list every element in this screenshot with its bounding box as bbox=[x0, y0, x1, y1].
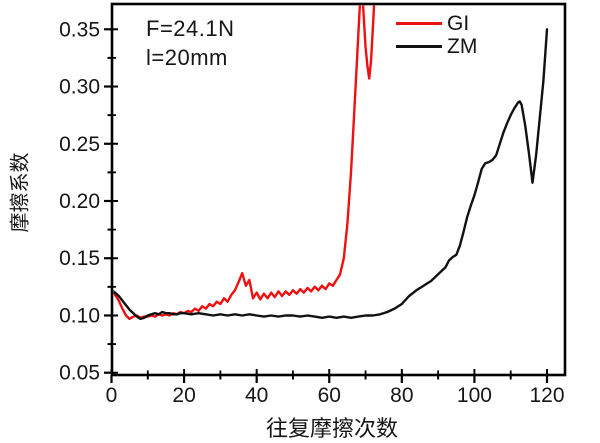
svg-text:120: 120 bbox=[529, 384, 564, 407]
annotation-force: F=24.1N bbox=[146, 16, 235, 41]
legend-label-gi: GI bbox=[447, 11, 470, 35]
annotation-stroke-length: l=20mm bbox=[146, 45, 228, 70]
legend: GI ZM bbox=[396, 12, 477, 58]
svg-text:0.30: 0.30 bbox=[59, 76, 100, 99]
y-axis-title: 摩擦系数 bbox=[9, 152, 32, 233]
annotation-block: F=24.1N l=20mm bbox=[146, 14, 235, 72]
legend-item-gi: GI bbox=[396, 12, 477, 35]
svg-text:60: 60 bbox=[318, 384, 341, 407]
svg-text:0.35: 0.35 bbox=[59, 18, 100, 41]
svg-text:0.25: 0.25 bbox=[59, 133, 100, 156]
svg-text:0.20: 0.20 bbox=[59, 190, 100, 213]
x-axis-title: 往复摩擦次数 bbox=[265, 416, 398, 441]
svg-text:100: 100 bbox=[457, 384, 492, 407]
svg-text:0.05: 0.05 bbox=[59, 362, 100, 385]
svg-text:20: 20 bbox=[172, 384, 195, 407]
svg-text:0.10: 0.10 bbox=[59, 304, 100, 327]
svg-text:0: 0 bbox=[106, 384, 118, 407]
legend-label-zm: ZM bbox=[447, 34, 478, 58]
gi-line-swatch bbox=[396, 22, 442, 25]
svg-text:40: 40 bbox=[245, 384, 268, 407]
zm-line-swatch bbox=[396, 45, 442, 48]
legend-item-zm: ZM bbox=[396, 35, 477, 58]
svg-text:0.15: 0.15 bbox=[59, 247, 100, 270]
svg-text:80: 80 bbox=[390, 384, 413, 407]
